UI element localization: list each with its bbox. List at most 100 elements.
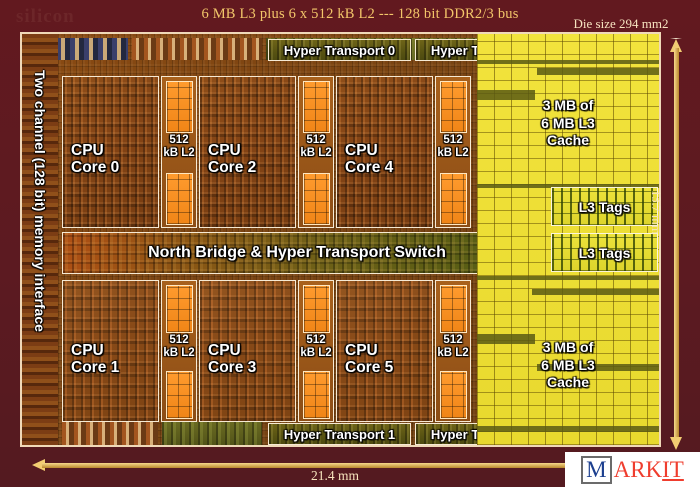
- l2-label-5-line2: kB L2: [437, 347, 469, 360]
- l2-bank-3b: [166, 371, 193, 419]
- cpu-core-2-line2: Core 2: [208, 158, 257, 176]
- height-dimension-label: 13.7 mm: [649, 190, 663, 235]
- die-right-edge: [659, 34, 661, 445]
- height-dimension-arrow: [670, 38, 682, 450]
- cpu-core-5-line1: CPU: [345, 342, 378, 359]
- cpu-core-5-label: CPU Core 5: [345, 342, 432, 376]
- l3-tags-upper-label: L3 Tags: [578, 198, 631, 215]
- cpu-core-0-line1: CPU: [71, 142, 104, 159]
- l2-bank-5a: [440, 285, 467, 333]
- hyper-transport-1-label: Hyper Transport 1: [283, 426, 396, 442]
- l3-cache-upper-line2: 6 MB L3: [541, 114, 595, 131]
- memory-interface-strip: [22, 34, 58, 445]
- l2-label-5-line1: 512: [443, 334, 463, 346]
- l3-cache-lower-line1: 3 MB of: [542, 339, 594, 355]
- cpu-core-3-line1: CPU: [208, 342, 241, 359]
- l3-tags-lower-block: L3 Tags: [551, 233, 658, 272]
- l2-label-4-line2: kB L2: [300, 347, 332, 360]
- io-pad-row-bottom-2: [162, 422, 262, 445]
- cpu-core-0-line2: Core 0: [71, 158, 120, 176]
- cpu-core-2-block: CPU Core 2: [199, 76, 296, 228]
- l2-block-1: 512 kB L2: [298, 76, 334, 228]
- l3-cache-upper-label: 3 MB of 6 MB L3 Cache: [477, 97, 659, 150]
- l3-band-9: [477, 426, 659, 432]
- l2-bank-4a: [303, 285, 330, 333]
- l2-block-5: 512 kB L2: [435, 280, 471, 422]
- markit-logo-wordmark: M ARK IT: [581, 455, 684, 484]
- l3-band-3: [477, 90, 535, 100]
- l2-label-2: 512 kB L2: [436, 134, 470, 160]
- spec-caption: 6 MB L3 plus 6 x 512 kB L2 --- 128 bit D…: [201, 6, 519, 22]
- hyper-transport-1-block: Hyper Transport 1: [268, 423, 411, 445]
- io-pad-row-bottom-1: [62, 422, 158, 445]
- markit-logo-ark: ARK: [613, 457, 663, 482]
- l2-label-3-line1: 512: [169, 334, 189, 346]
- l3-tags-upper-block: L3 Tags: [551, 187, 658, 226]
- die-size-label: Die size 294 mm2: [573, 16, 669, 31]
- l2-bank-5b: [440, 371, 467, 419]
- l3-cache-upper-line1: 3 MB of: [542, 97, 594, 113]
- cpu-core-5-line2: Core 5: [345, 358, 394, 376]
- arrow-horizontal-shaft: [42, 463, 630, 468]
- l2-bank-4b: [303, 371, 330, 419]
- l2-bank-1b: [303, 173, 330, 225]
- cpu-core-3-block: CPU Core 3: [199, 280, 296, 422]
- cpu-core-3-line2: Core 3: [208, 358, 257, 376]
- l2-label-1: 512 kB L2: [299, 134, 333, 160]
- l3-tags-lower-label: L3 Tags: [578, 244, 631, 261]
- l2-label-3: 512 kB L2: [162, 334, 196, 360]
- l2-label-3-line2: kB L2: [163, 347, 195, 360]
- l3-cache-region: 3 MB of 6 MB L3 Cache 3 MB of 6 MB L3 Ca…: [477, 34, 659, 445]
- l2-label-5: 512 kB L2: [436, 334, 470, 360]
- l3-cache-lower-line2: 6 MB L3: [541, 356, 595, 373]
- l2-bank-2a: [440, 81, 467, 133]
- l3-cache-upper-line3: Cache: [546, 132, 590, 148]
- l2-block-4: 512 kB L2: [298, 280, 334, 422]
- l2-label-1-line2: kB L2: [300, 147, 332, 160]
- l3-band-4: [477, 184, 659, 188]
- l2-label-0-line1: 512: [169, 134, 189, 146]
- arrow-up-head-icon: [670, 38, 682, 52]
- cpu-core-3-label: CPU Core 3: [208, 342, 295, 376]
- io-pad-row-top-2: [132, 38, 262, 60]
- north-bridge-label: North Bridge & Hyper Transport Switch: [148, 244, 446, 261]
- cpu-core-4-block: CPU Core 4: [336, 76, 433, 228]
- width-dimension-label: 21.4 mm: [310, 468, 359, 483]
- l2-block-2: 512 kB L2: [435, 76, 471, 228]
- arrow-left-head-icon: [32, 459, 45, 471]
- arrow-vertical-shaft: [674, 48, 679, 440]
- cpu-core-4-line1: CPU: [345, 142, 378, 159]
- hyper-transport-0-block: Hyper Transport 0: [268, 39, 411, 61]
- l3-band-6: [532, 289, 659, 295]
- markit-logo-m: M: [581, 455, 612, 484]
- l3-cache-lower-line3: Cache: [546, 374, 590, 390]
- north-bridge-block: North Bridge & Hyper Transport Switch: [62, 232, 532, 274]
- l3-band-7: [477, 334, 535, 344]
- cpu-core-1-label: CPU Core 1: [71, 342, 158, 376]
- l3-band-2: [537, 68, 659, 75]
- cpu-core-1-block: CPU Core 1: [62, 280, 159, 422]
- cpu-core-1-line2: Core 1: [71, 358, 120, 376]
- l3-band-5: [477, 276, 659, 280]
- l2-label-0-line2: kB L2: [163, 147, 195, 160]
- arrow-down-head-icon: [670, 437, 682, 450]
- cpu-core-2-label: CPU Core 2: [208, 142, 295, 176]
- die-photo: Two channel (128 bit) memory interface H…: [20, 32, 661, 447]
- l3-band-1: [477, 60, 659, 64]
- cpu-core-0-label: CPU Core 0: [71, 142, 158, 176]
- hyper-transport-0-label: Hyper Transport 0: [283, 42, 396, 58]
- l2-label-2-line1: 512: [443, 134, 463, 146]
- l2-label-4-line1: 512: [306, 334, 326, 346]
- l2-label-4: 512 kB L2: [299, 334, 333, 360]
- l3-band-8: [537, 364, 659, 371]
- l2-bank-2b: [440, 173, 467, 225]
- markit-logo: M ARK IT: [565, 452, 700, 487]
- l3-cache-lower-label: 3 MB of 6 MB L3 Cache: [477, 339, 659, 392]
- cpu-core-4-label: CPU Core 4: [345, 142, 432, 176]
- cpu-core-4-line2: Core 4: [345, 158, 394, 176]
- l2-bank-0b: [166, 173, 193, 225]
- l2-bank-0a: [166, 81, 193, 133]
- cpu-core-2-line1: CPU: [208, 142, 241, 159]
- l2-bank-1a: [303, 81, 330, 133]
